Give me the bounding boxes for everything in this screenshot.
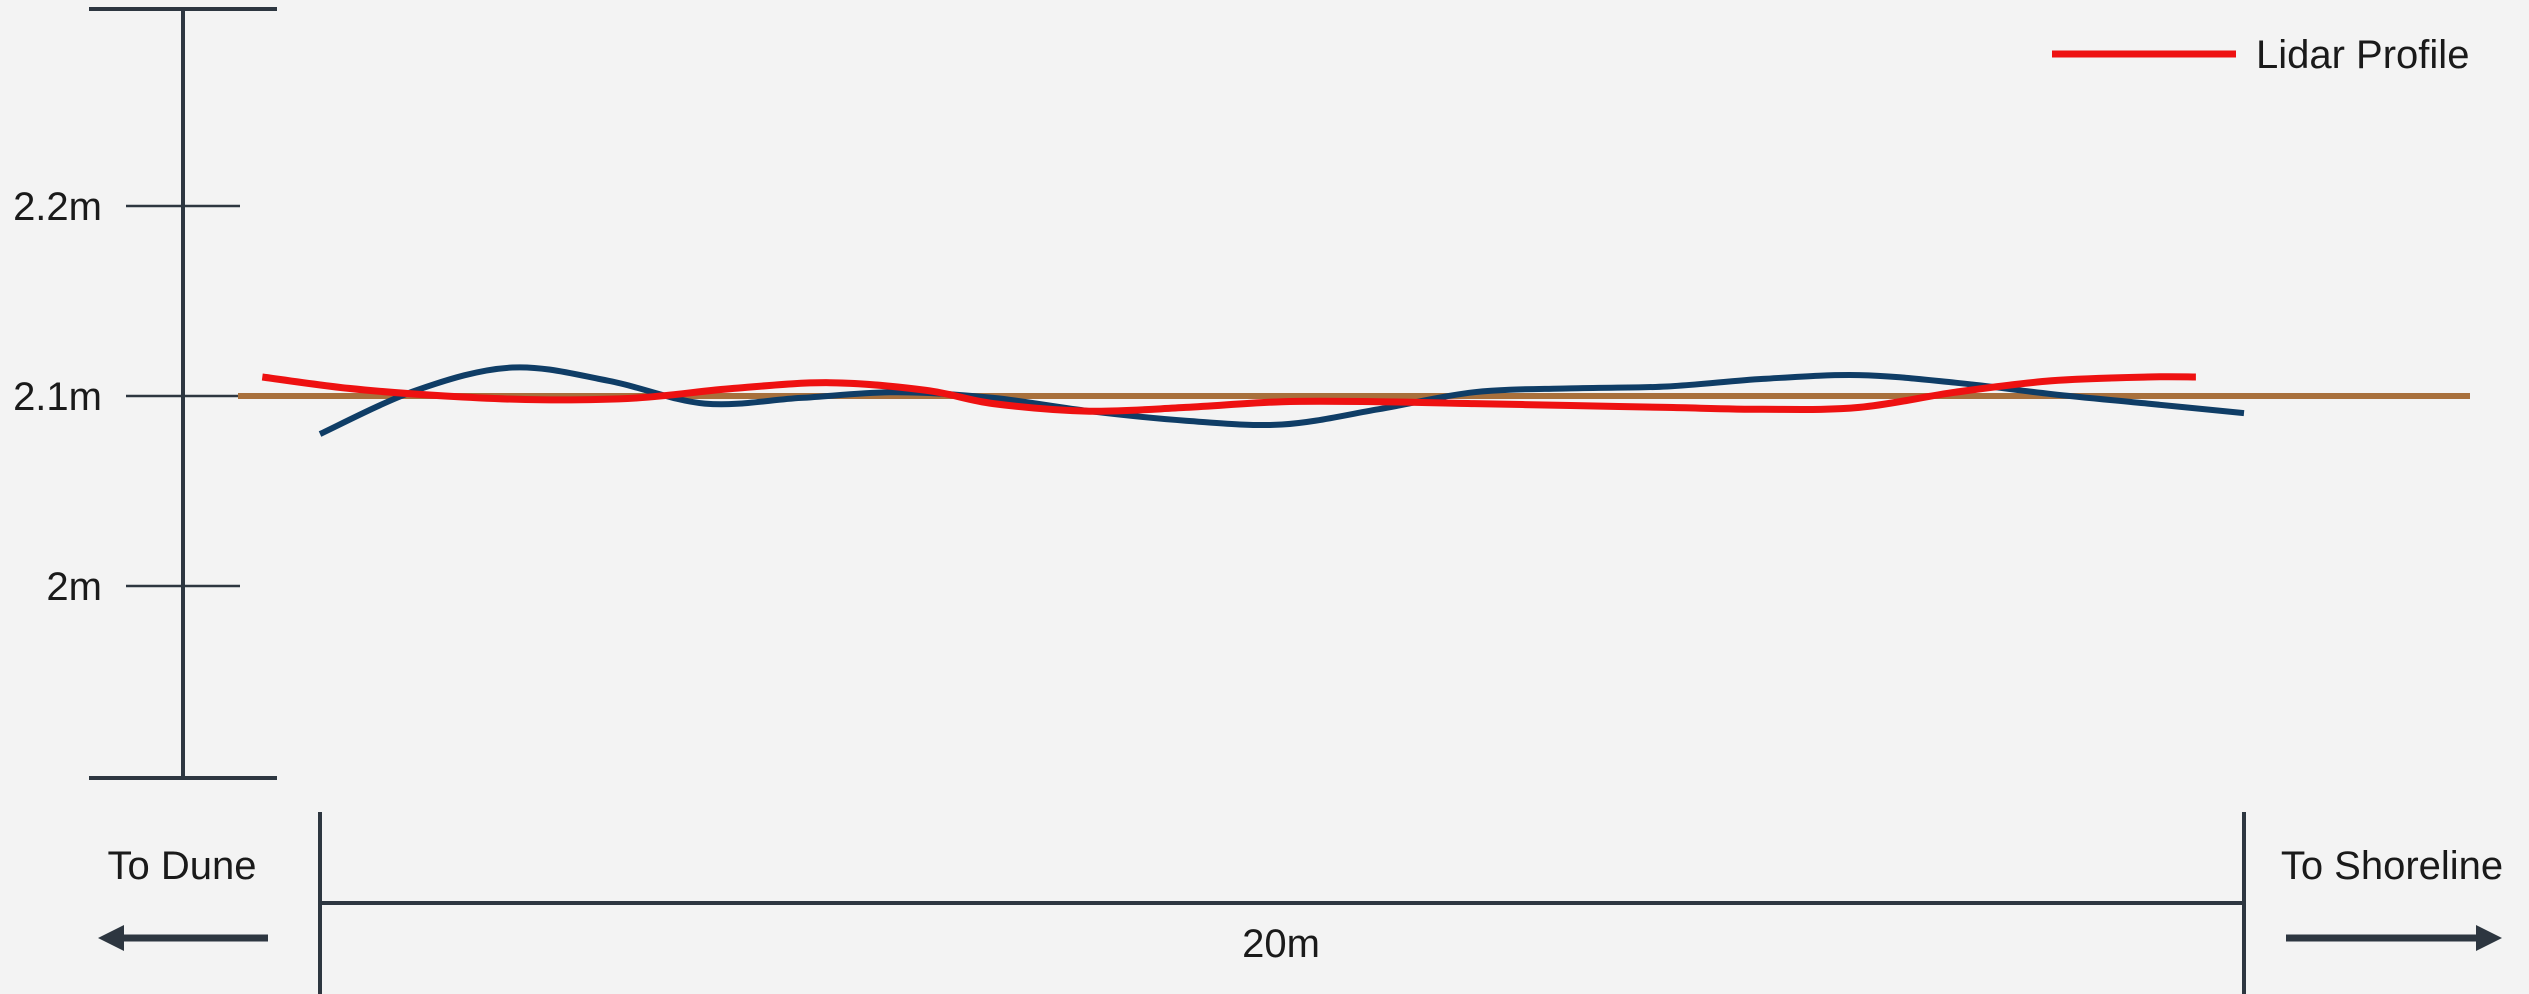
- y-tick-label: 2m: [46, 565, 102, 609]
- legend: Lidar Profile: [2052, 33, 2469, 77]
- y-ticks: 2.2m 2.1m 2m: [13, 185, 240, 609]
- profile-line-lidar: [261, 373, 2196, 415]
- y-tick-label: 2.2m: [13, 185, 102, 229]
- profile-line-blue: [318, 364, 2245, 437]
- to-shoreline-label: To Shoreline: [2281, 844, 2503, 888]
- y-tick-label: 2.1m: [13, 375, 102, 419]
- span-label: 20m: [1242, 922, 1320, 966]
- to-shoreline-marker: To Shoreline: [2281, 844, 2503, 951]
- to-dune-marker: To Dune: [98, 844, 268, 951]
- series-group: [261, 364, 2245, 437]
- legend-label: Lidar Profile: [2256, 33, 2469, 77]
- right-arrow-head: [2476, 925, 2502, 951]
- distance-span: 20m: [318, 812, 2246, 994]
- left-arrow-head: [98, 925, 124, 951]
- to-dune-label: To Dune: [108, 844, 257, 888]
